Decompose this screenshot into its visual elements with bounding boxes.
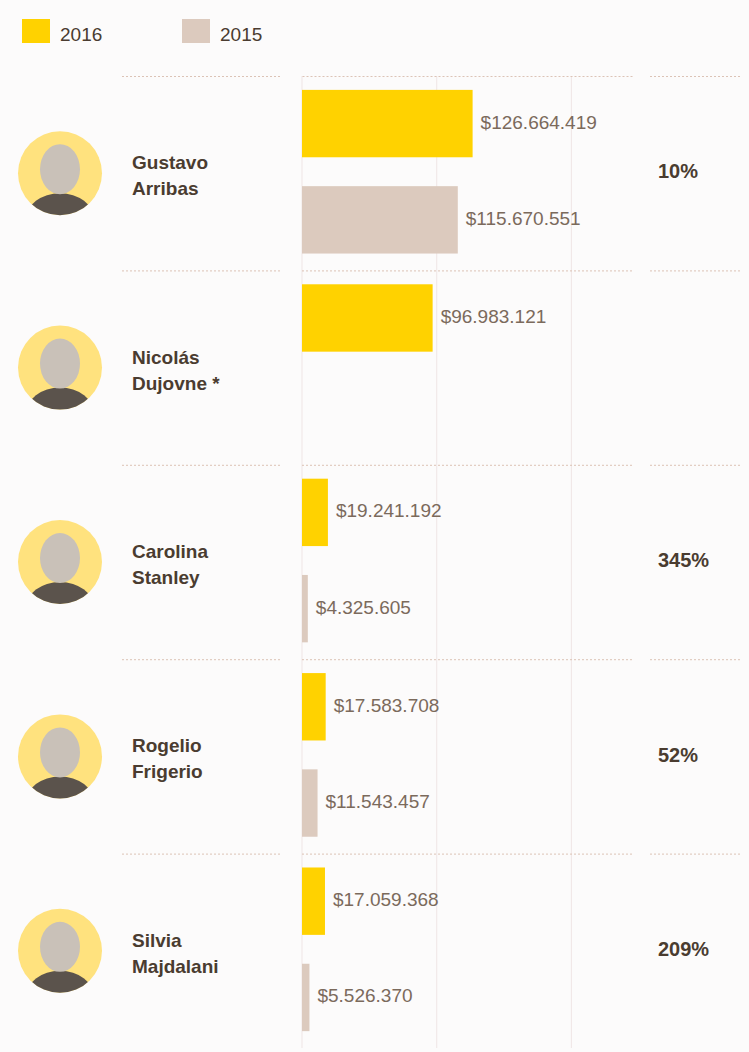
separator [650,854,740,855]
data-label: $17.583.708 [334,695,440,716]
bar [302,479,328,546]
bar [302,186,458,253]
legend-label: 2016 [60,24,102,45]
separator [122,465,282,466]
avatar [18,326,102,440]
names: GustavoArribas NicolásDujovne * CarolinaSt… [18,131,220,1023]
bar [302,575,308,642]
legend-swatch [182,19,210,43]
change-label: 52% [658,744,698,766]
avatar [18,714,102,828]
avatar-shoulders [26,193,94,245]
avatar-face [40,922,80,972]
avatar-face [40,339,80,389]
avatar-face [40,727,80,777]
avatar-shoulders [26,776,94,828]
legend-label: 2015 [220,24,262,45]
separator [302,270,632,271]
bar [302,284,433,351]
category-label: GustavoArribas [132,152,208,199]
changes: 10% 345% 52% 209% [658,160,709,960]
x-axis [303,76,633,78]
chart: 2016 2015 GustavoArribas NicolásDujovne * Ca… [0,0,749,1052]
data-label: $96.983.121 [441,306,547,327]
bar [302,673,326,740]
avatar [18,131,102,245]
separator [302,465,632,466]
separator [122,854,282,855]
separator [122,659,282,660]
data-labels: $126.664.419 $96.983.121 $19.241.192 $17.58… [316,112,597,1007]
category-label: RogelioFrigerio [132,735,203,782]
legend: 2016 2015 [22,19,262,45]
bar [302,867,325,934]
avatar-shoulders [26,582,94,634]
separator [122,270,282,271]
category-label: CarolinaStanley [132,541,208,588]
bar [302,769,318,836]
separator [650,76,740,77]
data-label: $17.059.368 [333,889,439,910]
data-label: $11.543.457 [326,791,430,812]
data-label: $126.664.419 [481,112,597,133]
separator [302,854,632,855]
change-label: 209% [658,938,709,960]
change-label: 345% [658,549,709,571]
separator [650,270,740,271]
avatar-face [40,533,80,583]
data-label: $115.670.551 [466,208,581,229]
separator [302,659,632,660]
axis-line [303,76,633,77]
data-label: $19.241.192 [336,500,442,521]
category-label: SilviaMajdalani [132,930,219,977]
data-label: $5.526.370 [317,985,412,1006]
change-label: 10% [658,160,698,182]
bar [302,90,473,157]
legend-swatch [22,19,50,43]
bars [302,90,473,1031]
bar [302,964,309,1031]
avatar [18,520,102,634]
data-label: $4.325.605 [316,597,411,618]
avatar-face [40,144,80,194]
category-label: NicolásDujovne * [132,347,220,394]
separator [650,465,740,466]
avatar-shoulders [26,388,94,440]
separator [650,659,740,660]
separators [122,77,740,855]
avatar-shoulders [26,971,94,1023]
avatar [18,909,102,1023]
separator [122,76,282,77]
